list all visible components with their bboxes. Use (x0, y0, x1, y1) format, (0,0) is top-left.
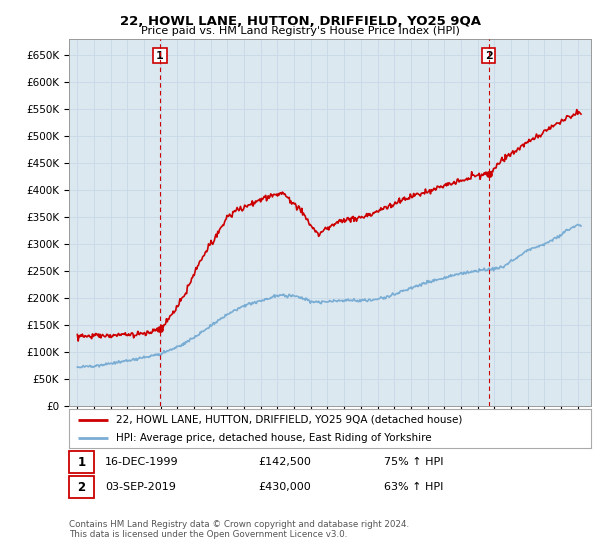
Text: HPI: Average price, detached house, East Riding of Yorkshire: HPI: Average price, detached house, East… (116, 433, 431, 443)
Text: 1: 1 (77, 455, 86, 469)
Text: Contains HM Land Registry data © Crown copyright and database right 2024.
This d: Contains HM Land Registry data © Crown c… (69, 520, 409, 539)
Text: Price paid vs. HM Land Registry's House Price Index (HPI): Price paid vs. HM Land Registry's House … (140, 26, 460, 36)
Text: £142,500: £142,500 (258, 457, 311, 467)
Text: 16-DEC-1999: 16-DEC-1999 (105, 457, 179, 467)
Text: 22, HOWL LANE, HUTTON, DRIFFIELD, YO25 9QA (detached house): 22, HOWL LANE, HUTTON, DRIFFIELD, YO25 9… (116, 415, 463, 425)
Text: £430,000: £430,000 (258, 482, 311, 492)
Text: 1: 1 (156, 51, 164, 60)
Text: 03-SEP-2019: 03-SEP-2019 (105, 482, 176, 492)
Text: 22, HOWL LANE, HUTTON, DRIFFIELD, YO25 9QA: 22, HOWL LANE, HUTTON, DRIFFIELD, YO25 9… (119, 15, 481, 28)
Text: 2: 2 (485, 51, 493, 60)
Text: 75% ↑ HPI: 75% ↑ HPI (384, 457, 443, 467)
Text: 2: 2 (77, 480, 86, 494)
Text: 63% ↑ HPI: 63% ↑ HPI (384, 482, 443, 492)
